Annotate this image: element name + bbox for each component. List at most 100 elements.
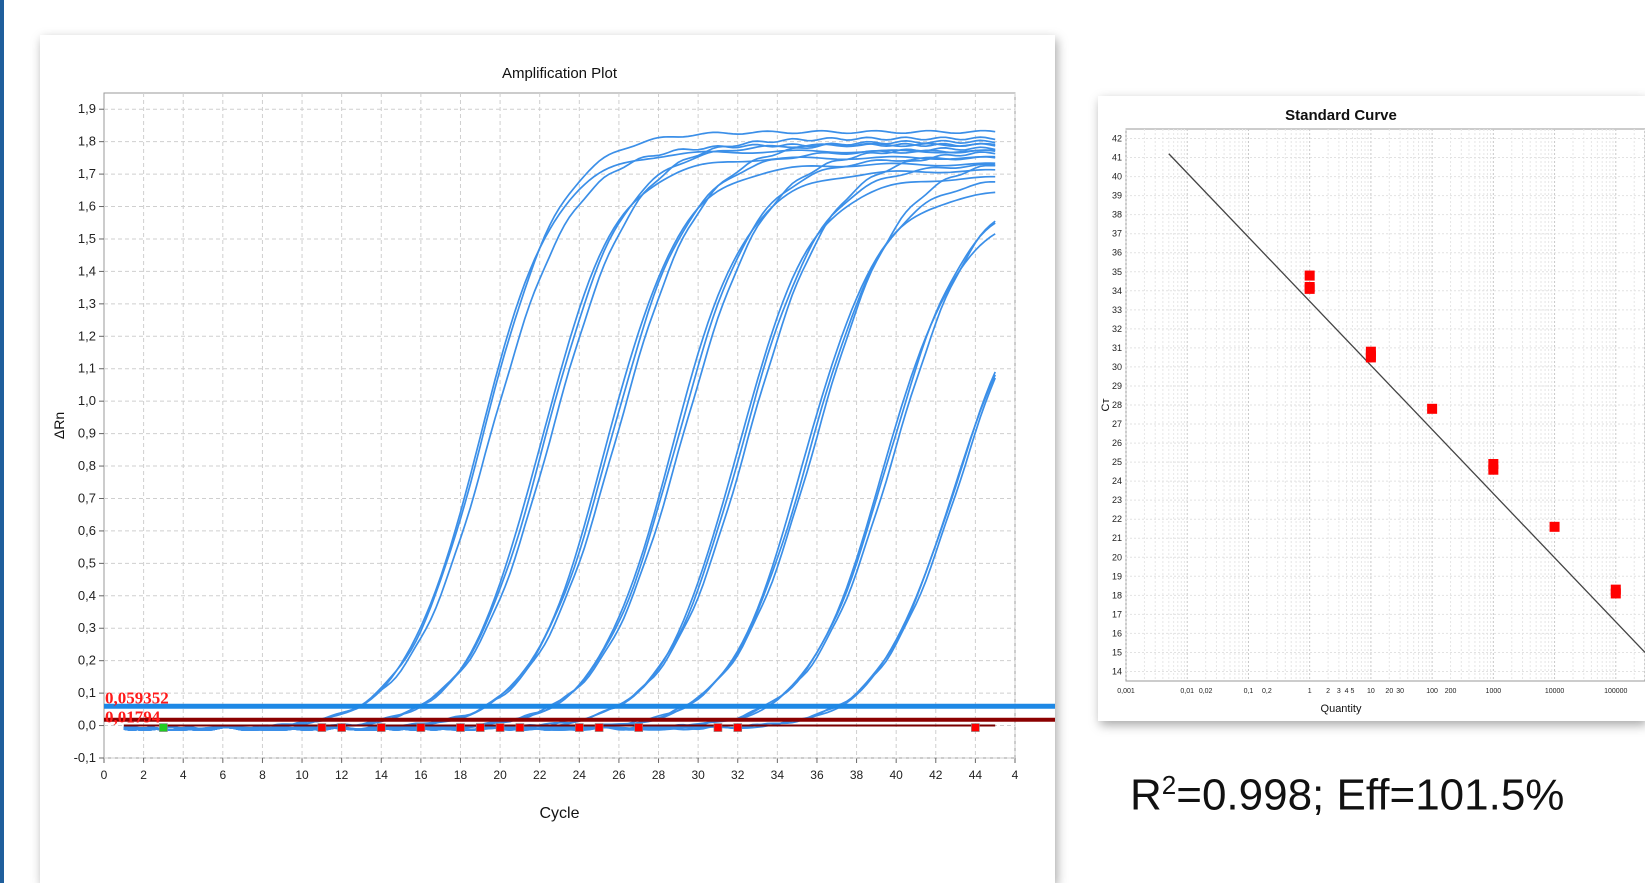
- x-tick-label: 8: [259, 768, 266, 782]
- baseline-end-marker: [495, 723, 505, 732]
- baseline-end-marker: [575, 723, 584, 732]
- y-tick-label: 39: [1112, 191, 1122, 201]
- y-tick-label: 0,1: [78, 685, 96, 700]
- x-tick-label: 0,1: [1244, 688, 1254, 695]
- x-tick-label: 18: [454, 768, 468, 782]
- x-tick-label: 24: [573, 768, 587, 782]
- y-tick-label: 0,5: [78, 555, 96, 570]
- baseline-end-marker: [515, 723, 525, 732]
- y-tick-label: 28: [1112, 400, 1122, 410]
- data-point: [1365, 352, 1376, 363]
- x-tick-label: 5: [1351, 688, 1355, 695]
- x-tick-label: 26: [612, 768, 626, 782]
- y-tick-label: 0,7: [78, 490, 96, 505]
- y-tick-label: 33: [1112, 305, 1122, 315]
- x-tick-label: 4: [1012, 768, 1019, 782]
- baseline-end-marker: [594, 723, 604, 732]
- baseline-end-marker: [634, 723, 644, 732]
- data-point: [1488, 464, 1499, 475]
- standard-curve-panel: 14 15 16 17 18 19 20 21 22 23 24 25 26 27 28 29 30 31 32 33…: [1098, 96, 1645, 721]
- y-tick-label: -0,1: [74, 750, 96, 765]
- y-tick-label: 1,3: [78, 296, 96, 311]
- y-axis-label: Cт: [1100, 399, 1112, 412]
- amplification-plot: 0 2 4 6 8 10 12 14 16 18 20 22 24 26 28 30 32 34 36 38 40 42 4…: [51, 65, 1055, 822]
- x-tick-label: 10: [295, 768, 309, 782]
- chart-title: Standard Curve: [1285, 107, 1397, 124]
- threshold-label: 0,059352: [105, 688, 169, 707]
- y-tick-label: 22: [1112, 514, 1122, 524]
- y-tick-label: 19: [1112, 571, 1122, 581]
- y-tick-label: 29: [1112, 381, 1122, 391]
- x-axis-label: Cycle: [539, 805, 579, 822]
- x-tick-label: 44: [969, 768, 983, 782]
- x-tick-label: 28: [652, 768, 666, 782]
- y-tick-label: 35: [1112, 267, 1122, 277]
- threshold-label: 0,01794: [105, 708, 161, 727]
- fit-statistics-text: =0.998; Eff=101.5%: [1176, 770, 1565, 820]
- y-tick-label: 40: [1112, 172, 1122, 182]
- standard-curve-plot: 1415161718192021222324252627282930313233…: [1100, 107, 1645, 715]
- amplification-series-group: [123, 129, 996, 731]
- baseline-end-marker: [317, 723, 327, 732]
- baseline-end-marker: [475, 723, 485, 732]
- y-tick-label: 17: [1112, 609, 1122, 619]
- x-tick-label: 0,001: [1117, 688, 1135, 695]
- x-tick-label: 40: [889, 768, 903, 782]
- y-tick-label: 0,9: [78, 426, 96, 441]
- y-tick-label: 42: [1112, 134, 1122, 144]
- x-tick-label: 10: [1367, 688, 1375, 695]
- y-tick-label: 0,2: [78, 653, 96, 668]
- data-point: [1549, 521, 1560, 532]
- baseline-start-marker: [159, 723, 168, 732]
- y-tick-label: 14: [1112, 666, 1122, 676]
- x-tick-label: 100000: [1604, 688, 1627, 695]
- x-tick-label: 0,01: [1180, 688, 1194, 695]
- baseline-end-marker: [713, 723, 723, 732]
- y-tick-label: 36: [1112, 248, 1122, 258]
- amplification-curve: [123, 374, 996, 731]
- fit-statistics-caption: R2=0.998; Eff=101.5%: [1130, 770, 1564, 821]
- x-tick-label: 38: [850, 768, 864, 782]
- y-tick-label: 30: [1112, 362, 1122, 372]
- y-tick-label: 18: [1112, 590, 1122, 600]
- y-tick-label: 25: [1112, 457, 1122, 467]
- x-tick-label: 2: [140, 768, 147, 782]
- y-tick-label: 34: [1112, 286, 1122, 296]
- data-point: [1304, 270, 1315, 281]
- y-tick-label: 1,4: [78, 263, 96, 278]
- x-tick-label: 16: [414, 768, 428, 782]
- fit-line: [1168, 153, 1645, 653]
- y-tick-label: 0,6: [78, 523, 96, 538]
- x-tick-label: 30: [691, 768, 705, 782]
- baseline-end-marker: [733, 723, 743, 732]
- x-tick-label: 30: [1396, 688, 1404, 695]
- baseline-end-marker: [337, 723, 346, 732]
- y-tick-label: 1,5: [78, 231, 96, 246]
- baseline-end-marker: [456, 723, 465, 732]
- x-tick-label: 4: [1345, 688, 1349, 695]
- x-tick-label: 22: [533, 768, 547, 782]
- y-tick-label: 1,2: [78, 328, 96, 343]
- y-tick-label: 32: [1112, 324, 1122, 334]
- y-tick-label: 21: [1112, 533, 1122, 543]
- y-tick-label: 37: [1112, 229, 1122, 239]
- x-tick-label: 3: [1337, 688, 1341, 695]
- x-axis-label: Quantity: [1321, 703, 1362, 715]
- r-label: R: [1130, 770, 1162, 820]
- y-tick-label: 23: [1112, 495, 1122, 505]
- baseline-end-marker: [971, 723, 980, 732]
- x-tick-label: 20: [1385, 688, 1393, 695]
- amplification-curve: [123, 377, 996, 731]
- baseline-end-marker: [376, 723, 386, 732]
- x-tick-label: 34: [771, 768, 785, 782]
- y-axis-label: ΔRn: [51, 412, 67, 439]
- r-exponent: 2: [1161, 770, 1177, 800]
- y-tick-label: 1,9: [78, 101, 96, 116]
- data-point: [1610, 588, 1621, 599]
- x-tick-label: 6: [219, 768, 226, 782]
- y-tick-label: 31: [1112, 343, 1122, 353]
- data-point: [1427, 403, 1438, 414]
- baseline-end-marker: [416, 723, 426, 732]
- y-tick-label: 1,1: [78, 361, 96, 376]
- plot-area: [103, 92, 1016, 759]
